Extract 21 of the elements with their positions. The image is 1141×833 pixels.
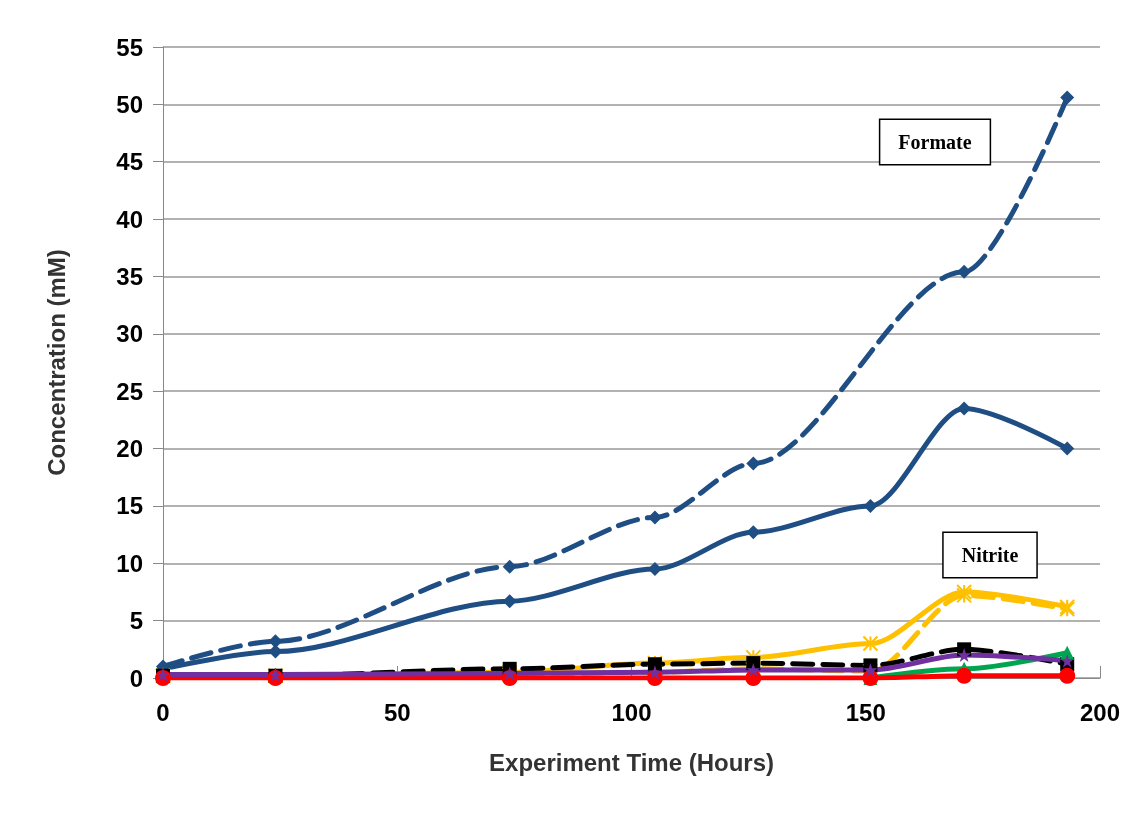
y-tick-label: 40: [116, 205, 143, 233]
x-axis-title: Experiment Time (Hours): [489, 748, 774, 776]
y-tick-label: 35: [116, 262, 143, 290]
y-tick-label: 10: [116, 549, 143, 577]
annotation: Nitrite: [961, 544, 1019, 566]
y-tick-label: 20: [116, 435, 143, 463]
y-tick-label: 30: [116, 320, 143, 348]
x-tick-label: 50: [383, 698, 411, 726]
y-axis-title: Concentration (mM): [42, 249, 70, 476]
y-tick-label: 25: [116, 377, 143, 405]
y-tick-label: 5: [129, 607, 143, 635]
y-tick-label: 55: [116, 33, 143, 61]
x-tick-label: 150: [845, 698, 886, 726]
y-tick-label: 15: [116, 492, 143, 520]
x-tick-label: 0: [156, 698, 170, 726]
y-tick-label: 45: [116, 148, 143, 176]
annotation: Formate: [898, 131, 972, 153]
x-tick-label: 100: [611, 698, 652, 726]
y-tick-label: 50: [116, 90, 143, 118]
y-tick-label: 0: [129, 664, 143, 692]
x-tick-label: 200: [1079, 698, 1121, 726]
